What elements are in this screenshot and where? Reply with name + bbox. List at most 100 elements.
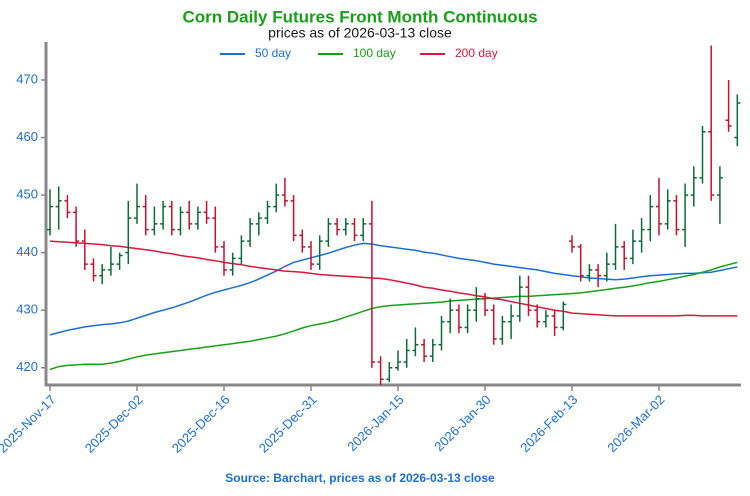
ohlc-bar	[47, 189, 53, 236]
ohlc-bar	[360, 218, 367, 242]
ohlc-bar	[455, 304, 462, 334]
ohlc-bar	[142, 195, 149, 236]
ohlc-bar	[664, 189, 671, 230]
ohlc-bar	[342, 218, 349, 236]
ohlc-bar	[612, 223, 619, 270]
x-tick-label: 2026-Jan-15	[344, 392, 406, 454]
ohlc-bar	[299, 229, 306, 253]
chart-subtitle: prices as of 2026-03-13 close	[268, 25, 452, 41]
y-tick-label: 440	[16, 244, 38, 259]
ohlc-bar	[482, 292, 488, 316]
ohlc-bar	[560, 301, 567, 331]
ma-line	[49, 240, 738, 317]
ohlc-bar	[699, 126, 706, 184]
ohlc-bar	[621, 241, 628, 270]
ohlc-bar	[595, 264, 602, 288]
legend-label: 100 day	[353, 46, 396, 60]
ohlc-bar	[673, 195, 680, 236]
ma-line	[49, 242, 738, 336]
ohlc-bar	[325, 218, 332, 247]
ohlc-bar	[447, 298, 454, 334]
ohlc-bar	[160, 200, 167, 230]
ohlc-bar	[725, 79, 732, 132]
ohlc-bar	[386, 361, 393, 383]
ohlc-bar	[656, 177, 662, 236]
ohlc-bar	[255, 212, 262, 236]
ma-line	[49, 261, 738, 371]
ohlc-bar	[516, 275, 523, 322]
ohlc-bar	[290, 195, 297, 242]
ohlc-bar	[586, 264, 593, 282]
ohlc-bar	[316, 235, 323, 270]
ohlc-bar	[64, 195, 71, 219]
x-tick-label: 2026-Jan-30	[431, 392, 493, 454]
ohlc-bar	[134, 183, 140, 224]
ohlc-bar	[308, 241, 314, 270]
ohlc-bar	[682, 183, 689, 247]
ohlc-bar	[212, 206, 219, 253]
ohlc-bar	[334, 218, 341, 236]
ohlc-bar	[90, 258, 97, 282]
legend-label: 200 day	[455, 46, 498, 60]
ohlc-bar	[534, 304, 541, 328]
ohlc-bar	[647, 195, 654, 242]
ohlc-bar	[264, 200, 271, 224]
ohlc-bar	[525, 275, 532, 316]
ohlc-bar	[177, 206, 184, 236]
x-tick-label: 2026-Mar-02	[604, 392, 667, 455]
ohlc-bar	[186, 200, 193, 230]
ohlc-bar	[708, 45, 715, 201]
x-tick-label: 2025-Nov-17	[0, 392, 59, 456]
ohlc-bar	[508, 304, 515, 339]
ohlc-bar	[490, 304, 497, 345]
ohlc-bar	[229, 252, 236, 276]
ohlc-bar	[421, 338, 428, 362]
ohlc-bar	[125, 200, 132, 265]
ohlc-bar	[412, 327, 419, 357]
chart-title: Corn Daily Futures Front Month Continuou…	[182, 7, 537, 26]
ohlc-bar	[438, 315, 445, 351]
ohlc-bar	[499, 315, 506, 345]
ohlc-bar	[577, 244, 584, 282]
ohlc-bar	[55, 186, 62, 230]
ohlc-bar	[273, 183, 280, 213]
ohlc-bar	[168, 200, 175, 236]
ohlc-bar	[81, 229, 88, 270]
ohlc-bar	[551, 310, 558, 337]
y-tick-label: 470	[16, 71, 38, 86]
ohlc-bar	[403, 338, 410, 368]
x-tick-label: 2025-Dec-16	[169, 392, 233, 456]
ohlc-bar	[221, 241, 227, 276]
ohlc-bar	[638, 218, 645, 253]
ohlc-bar	[247, 218, 254, 247]
ohlc-bar	[368, 200, 375, 368]
x-tick-label: 2026-Feb-13	[517, 392, 580, 455]
ohlc-bar	[429, 338, 436, 362]
ohlc-bar	[107, 246, 114, 276]
ohlc-bar	[351, 218, 358, 242]
ohlc-bar	[629, 229, 636, 265]
ohlc-bar	[734, 94, 741, 147]
ohlc-bar	[464, 304, 471, 334]
ohlc-bar	[395, 350, 401, 371]
x-tick-label: 2025-Dec-31	[256, 392, 320, 456]
y-tick-label: 450	[16, 187, 38, 202]
ohlc-bar	[116, 252, 123, 270]
ohlc-bar	[603, 252, 610, 282]
ohlc-bar	[690, 166, 697, 207]
source-note: Source: Barchart, prices as of 2026-03-1…	[225, 471, 495, 485]
ohlc-bar	[238, 235, 245, 265]
ohlc-bar	[151, 206, 158, 236]
ohlc-bar	[569, 235, 575, 253]
ohlc-bar	[281, 177, 288, 207]
ohlc-bar	[473, 287, 480, 322]
ohlc-bar	[203, 200, 210, 224]
x-tick-label: 2025-Dec-02	[82, 392, 146, 456]
legend-label: 50 day	[255, 46, 291, 60]
ohlc-bar	[716, 166, 723, 224]
ohlc-bar	[194, 206, 201, 230]
ohlc-bar	[377, 356, 384, 385]
y-tick-label: 420	[16, 359, 38, 374]
ohlc-bar	[542, 310, 549, 328]
